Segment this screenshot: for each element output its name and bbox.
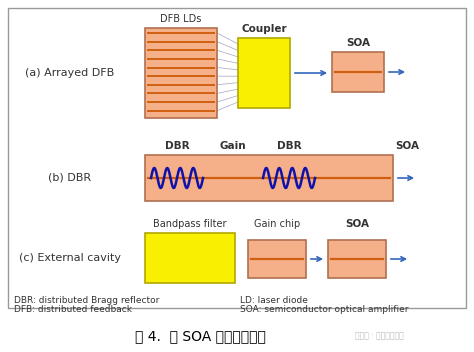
Text: (c) External cavity: (c) External cavity — [19, 253, 121, 263]
Bar — [145, 155, 393, 201]
Text: DBR: distributed Bragg reflector: DBR: distributed Bragg reflector — [14, 296, 159, 305]
Text: Coupler: Coupler — [241, 24, 287, 34]
Text: SOA: semiconductor optical amplifier: SOA: semiconductor optical amplifier — [240, 305, 409, 314]
Text: (b) DBR: (b) DBR — [48, 173, 91, 183]
Bar — [145, 233, 235, 283]
Text: Bandpass filter: Bandpass filter — [153, 219, 227, 229]
Text: SOA: SOA — [395, 141, 419, 151]
Text: DBR: DBR — [277, 141, 301, 151]
Bar — [328, 240, 386, 278]
Bar — [145, 28, 217, 118]
Text: 图 4.  带 SOA 的可调激光器: 图 4. 带 SOA 的可调激光器 — [135, 329, 265, 343]
Bar — [238, 38, 290, 108]
Text: DFB LDs: DFB LDs — [160, 14, 202, 24]
Bar — [248, 240, 306, 278]
Text: SOA: SOA — [346, 38, 370, 48]
Bar — [8, 8, 466, 308]
Text: Gain: Gain — [219, 141, 246, 151]
Text: 公众号 · 天津见合八方: 公众号 · 天津见合八方 — [355, 332, 404, 340]
Text: (a) Arrayed DFB: (a) Arrayed DFB — [26, 68, 115, 78]
Text: LD: laser diode: LD: laser diode — [240, 296, 308, 305]
Bar — [332, 52, 384, 92]
Text: DFB: distributed feedback: DFB: distributed feedback — [14, 305, 132, 314]
Text: SOA: SOA — [345, 219, 369, 229]
Text: Gain chip: Gain chip — [254, 219, 300, 229]
Text: DBR: DBR — [164, 141, 189, 151]
